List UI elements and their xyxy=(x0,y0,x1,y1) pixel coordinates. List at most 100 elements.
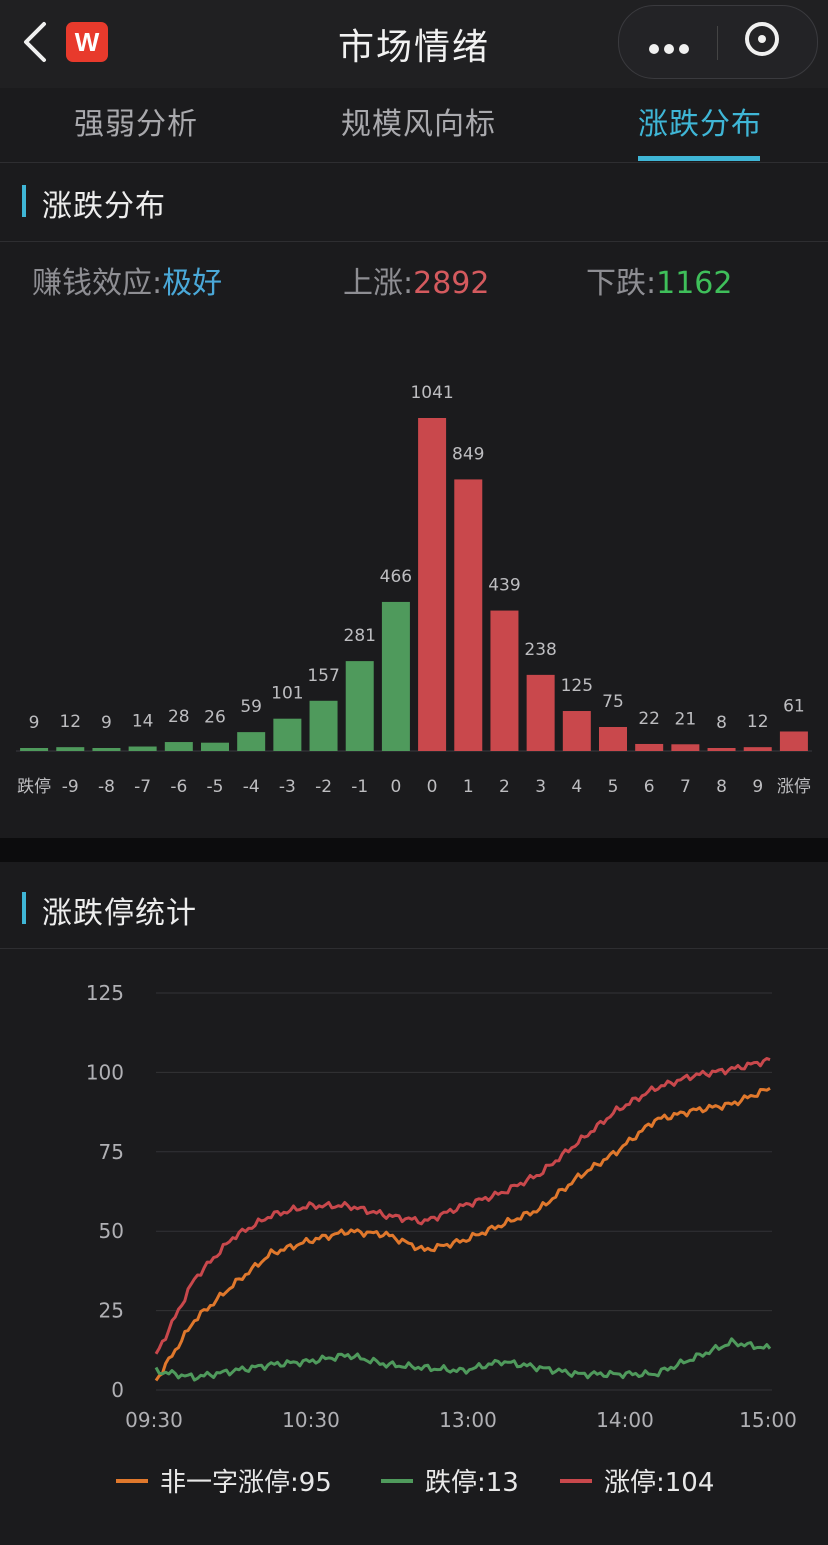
bar-value-label: 75 xyxy=(602,692,624,712)
bar-value-label: 101 xyxy=(271,684,303,704)
chevron-left-icon xyxy=(24,22,46,62)
x-tick-label: -8 xyxy=(98,777,115,797)
bar-value-label: 14 xyxy=(132,712,154,732)
y-tick-label: 100 xyxy=(86,1060,124,1084)
section-accent-bar xyxy=(22,185,26,217)
fall-count-stat: 下跌:1162 xyxy=(586,258,732,302)
bar-value-label: 22 xyxy=(638,709,660,729)
bar xyxy=(743,747,772,751)
x-tick-label: 1 xyxy=(463,777,474,797)
legend-item-non-one-word-limit-up: 非一字涨停:95 xyxy=(116,1462,332,1499)
money-effect-value: 极好 xyxy=(162,266,223,301)
bar xyxy=(237,732,266,751)
mini-program-capsule xyxy=(618,5,818,79)
bar-value-label: 61 xyxy=(783,696,805,716)
close-button[interactable] xyxy=(719,6,817,78)
legend-item-limit-down: 跌停:13 xyxy=(381,1462,519,1499)
bar-value-label: 9 xyxy=(101,713,112,733)
series-line-limit-down xyxy=(154,1337,772,1382)
tab-strength-analysis[interactable]: 强弱分析 xyxy=(74,107,198,142)
x-tick-label: -2 xyxy=(315,777,332,797)
fall-label: 下跌: xyxy=(586,266,657,301)
bar-value-label: 466 xyxy=(380,567,412,587)
bar xyxy=(56,747,85,751)
section-title: 涨跌停统计 xyxy=(42,896,197,931)
bar-value-label: 439 xyxy=(488,576,520,596)
target-circle-icon xyxy=(745,22,779,56)
x-tick-label: 3 xyxy=(535,777,546,797)
x-tick-label: 09:30 xyxy=(125,1408,183,1432)
section-title: 涨跌分布 xyxy=(42,189,166,224)
legend-swatch xyxy=(116,1478,148,1483)
x-tick-label: 7 xyxy=(680,777,691,797)
x-tick-label: 0 xyxy=(427,777,438,797)
x-tick-label: 跌停 xyxy=(17,777,51,797)
bar xyxy=(381,601,410,751)
legend-swatch xyxy=(560,1478,592,1483)
y-tick-label: 50 xyxy=(99,1219,124,1243)
rise-label: 上涨: xyxy=(343,266,414,301)
tab-rise-fall-distribution[interactable]: 涨跌分布 xyxy=(638,107,762,142)
x-tick-label: -6 xyxy=(170,777,187,797)
tab-scale-indicator[interactable]: 规模风向标 xyxy=(341,107,496,142)
bar xyxy=(164,742,193,751)
bar-value-label: 9 xyxy=(29,713,40,733)
x-tick-label: 15:00 xyxy=(739,1408,797,1432)
more-dots-icon xyxy=(649,39,694,58)
rise-value: 2892 xyxy=(413,266,490,301)
bar xyxy=(490,610,519,751)
bar xyxy=(345,661,374,751)
legend-label: 跌停:13 xyxy=(425,1468,519,1498)
series-line-non-one-word-limit-up xyxy=(154,1087,771,1382)
legend-item-limit-up: 涨停:104 xyxy=(560,1462,714,1499)
x-tick-label: 涨停 xyxy=(777,777,811,797)
section-accent-bar xyxy=(22,892,26,924)
legend-label: 非一字涨停:95 xyxy=(160,1468,332,1498)
app-logo: W xyxy=(66,22,108,62)
x-tick-label: -4 xyxy=(243,777,260,797)
money-effect-stat: 赚钱效应:极好 xyxy=(32,258,222,302)
x-tick-label: 8 xyxy=(716,777,727,797)
x-tick-label: 14:00 xyxy=(596,1408,654,1432)
bar xyxy=(309,700,338,751)
bar xyxy=(635,743,664,751)
legend-swatch xyxy=(381,1478,413,1483)
bar xyxy=(128,746,157,751)
bar xyxy=(20,748,49,751)
limit-section-header: 涨跌停统计 xyxy=(0,870,828,949)
bar-value-label: 59 xyxy=(240,697,262,717)
bar xyxy=(526,674,555,751)
x-tick-label: 2 xyxy=(499,777,510,797)
top-bar: W 市场情绪 xyxy=(0,0,828,88)
x-tick-label: 9 xyxy=(752,777,763,797)
distribution-section-header: 涨跌分布 xyxy=(0,163,828,242)
tab-bar: 强弱分析 规模风向标 涨跌分布 xyxy=(0,88,828,163)
bar xyxy=(92,748,121,751)
bar-value-label: 849 xyxy=(452,444,484,464)
back-button[interactable] xyxy=(18,20,54,64)
bar-value-label: 26 xyxy=(204,708,226,728)
bar-value-label: 281 xyxy=(344,626,376,646)
series-line-limit-up xyxy=(154,1057,771,1355)
x-tick-label: -5 xyxy=(207,777,224,797)
section-separator xyxy=(0,838,828,862)
bar-value-label: 12 xyxy=(747,712,769,732)
x-tick-label: 10:30 xyxy=(282,1408,340,1432)
distribution-bar-chart: 9跌停12-99-814-728-626-559-4101-3157-2281-… xyxy=(16,383,812,797)
bar xyxy=(779,731,808,751)
rise-count-stat: 上涨:2892 xyxy=(343,258,489,302)
x-tick-label: 13:00 xyxy=(439,1408,497,1432)
x-tick-label: 6 xyxy=(644,777,655,797)
bar xyxy=(454,479,483,751)
bar xyxy=(201,742,229,751)
bar-value-label: 125 xyxy=(561,676,593,696)
y-tick-label: 75 xyxy=(99,1140,124,1164)
fall-value: 1162 xyxy=(656,266,733,301)
x-tick-label: -7 xyxy=(134,777,151,797)
x-tick-label: -1 xyxy=(351,777,368,797)
x-tick-label: 5 xyxy=(608,777,619,797)
more-button[interactable] xyxy=(619,6,717,78)
x-tick-label: -9 xyxy=(62,777,79,797)
bar xyxy=(418,418,447,751)
limit-line-chart: 0 25 50 75 100 125 09:30 10:30 13:00 14:00 15:00 xyxy=(86,981,797,1432)
